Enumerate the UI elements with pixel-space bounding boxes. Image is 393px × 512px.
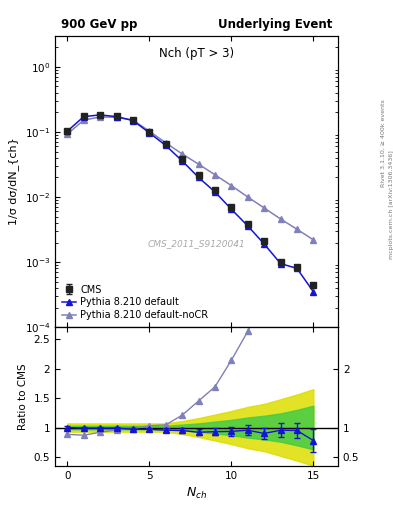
Y-axis label: 1/σ dσ/dN_{ch}: 1/σ dσ/dN_{ch} (8, 138, 19, 225)
Line: Pythia 8.210 default-noCR: Pythia 8.210 default-noCR (64, 114, 316, 243)
Text: mcplots.cern.ch [arXiv:1306.3436]: mcplots.cern.ch [arXiv:1306.3436] (389, 151, 393, 259)
Pythia 8.210 default (278, 261, 283, 267)
Pythia 8.210 default (229, 206, 234, 212)
Text: 900 GeV pp: 900 GeV pp (61, 18, 137, 31)
Pythia 8.210 default-noCR (213, 172, 217, 178)
Pythia 8.210 default (245, 223, 250, 229)
Pythia 8.210 default (163, 142, 168, 148)
Pythia 8.210 default-noCR (196, 161, 201, 167)
Pythia 8.210 default-noCR (65, 131, 70, 137)
Pythia 8.210 default (130, 117, 135, 123)
Pythia 8.210 default (98, 112, 103, 118)
Pythia 8.210 default-noCR (229, 182, 234, 188)
Pythia 8.210 default-noCR (98, 114, 103, 120)
Text: Nch (pT > 3): Nch (pT > 3) (159, 48, 234, 60)
Pythia 8.210 default (81, 114, 86, 120)
Pythia 8.210 default (311, 289, 316, 295)
Pythia 8.210 default (213, 189, 217, 195)
Pythia 8.210 default (65, 128, 70, 134)
Pythia 8.210 default-noCR (245, 194, 250, 200)
Text: CMS_2011_S9120041: CMS_2011_S9120041 (148, 240, 245, 248)
Legend: CMS, Pythia 8.210 default, Pythia 8.210 default-noCR: CMS, Pythia 8.210 default, Pythia 8.210 … (60, 283, 210, 323)
Pythia 8.210 default (147, 130, 152, 136)
Pythia 8.210 default (180, 158, 184, 164)
Text: Underlying Event: Underlying Event (218, 18, 332, 31)
Pythia 8.210 default-noCR (130, 117, 135, 123)
Pythia 8.210 default (295, 265, 299, 271)
Pythia 8.210 default (196, 175, 201, 181)
Y-axis label: Ratio to CMS: Ratio to CMS (18, 363, 28, 430)
Pythia 8.210 default (114, 114, 119, 120)
Pythia 8.210 default (262, 241, 266, 247)
Pythia 8.210 default-noCR (278, 216, 283, 222)
Pythia 8.210 default-noCR (295, 226, 299, 232)
Text: Rivet 3.1.10, ≥ 400k events: Rivet 3.1.10, ≥ 400k events (381, 99, 386, 187)
Pythia 8.210 default-noCR (262, 205, 266, 211)
Pythia 8.210 default-noCR (180, 151, 184, 157)
X-axis label: $N_{ch}$: $N_{ch}$ (186, 486, 207, 501)
Pythia 8.210 default-noCR (147, 128, 152, 134)
Pythia 8.210 default-noCR (114, 114, 119, 120)
Pythia 8.210 default-noCR (311, 237, 316, 243)
Line: Pythia 8.210 default: Pythia 8.210 default (64, 112, 316, 295)
Pythia 8.210 default-noCR (81, 117, 86, 123)
Pythia 8.210 default-noCR (163, 140, 168, 146)
